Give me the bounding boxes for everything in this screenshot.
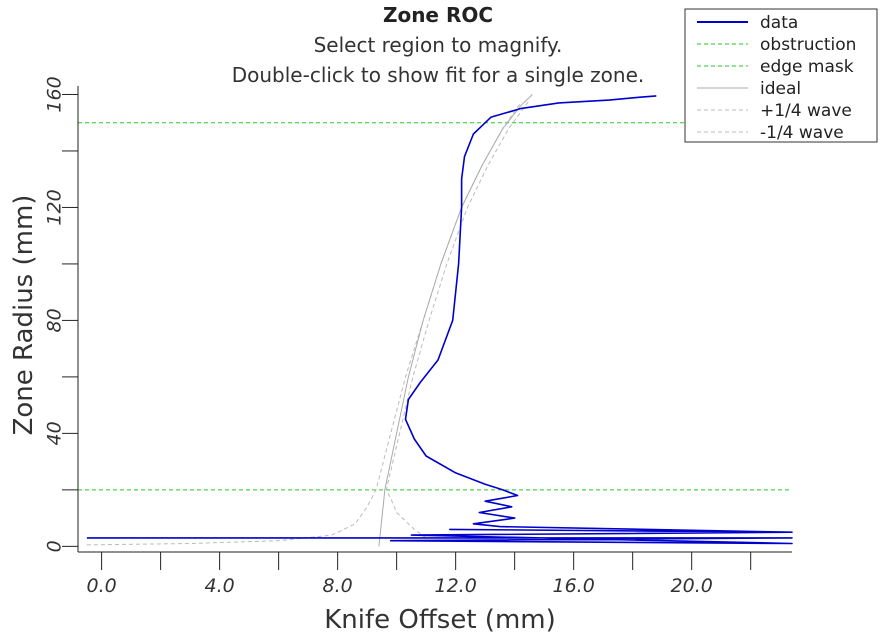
legend-label-obstruction: obstruction (760, 35, 856, 55)
chart-subtitle-line-1: Select region to magnify. (314, 33, 563, 57)
chart-title: Zone ROC (383, 3, 493, 27)
x-tick-label: 4.0 (205, 575, 235, 597)
y-tick-label: 0 (44, 540, 66, 552)
legend-label-edge-mask: edge mask (760, 57, 854, 77)
x-tick-label: 0.0 (86, 575, 116, 597)
y-tick-label: 120 (44, 189, 66, 225)
series-ideal-line (378, 94, 533, 547)
legend-label-1-4-wave: -1/4 wave (760, 123, 844, 143)
y-tick-label: 80 (44, 308, 66, 332)
x-axis-label: Knife Offset (mm) (324, 605, 556, 635)
legend-label-ideal: ideal (760, 79, 801, 99)
chart-subtitle-line-2: Double-click to show fit for a single zo… (232, 63, 645, 87)
y-axis-ticks: 0 40 80 120 160 (44, 76, 78, 552)
series-data-line (86, 95, 793, 545)
legend-label-1-4-wave: +1/4 wave (760, 101, 852, 121)
legend-label-data: data (760, 13, 798, 33)
y-axis-label: Zone Radius (mm) (9, 195, 39, 436)
plot-area[interactable] (78, 94, 793, 547)
x-axis-ticks: 0.0 4.0 8.0 12.0 16.0 20.0 (86, 552, 752, 597)
y-tick-label: 40 (44, 421, 66, 445)
legend-box (684, 8, 878, 143)
y-tick-label: 160 (44, 76, 66, 112)
x-tick-label: 20.0 (671, 575, 713, 597)
x-tick-label: 16.0 (553, 575, 595, 597)
x-tick-label: 8.0 (323, 575, 353, 597)
x-tick-label: 12.0 (434, 575, 476, 597)
